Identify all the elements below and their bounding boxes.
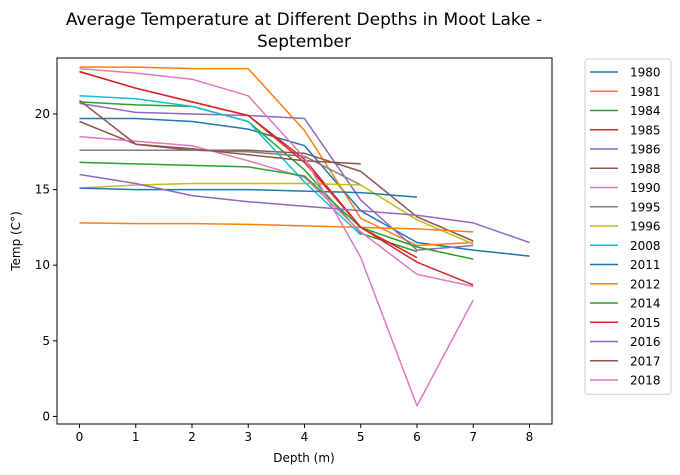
legend-label-2014: 2014 xyxy=(630,297,661,311)
series-line-1986 xyxy=(79,102,474,251)
legend-label-1981: 1981 xyxy=(630,85,661,99)
legend-label-1985: 1985 xyxy=(630,123,661,137)
legend-label-1990: 1990 xyxy=(630,181,661,195)
y-tick-label: 20 xyxy=(35,107,50,121)
x-axis: 0 1 2 3 4 5 6 7 8 xyxy=(76,424,534,444)
legend-label-1986: 1986 xyxy=(630,143,661,157)
series-line-2017 xyxy=(79,99,361,165)
legend-label-2015: 2015 xyxy=(630,316,661,330)
legend-label-2012: 2012 xyxy=(630,277,661,291)
series-line-2016 xyxy=(79,173,530,244)
y-tick-label: 5 xyxy=(42,334,50,348)
y-tick-label: 0 xyxy=(42,409,50,423)
x-tick-label: 1 xyxy=(132,430,140,444)
plot-lines xyxy=(79,66,530,407)
x-tick-label: 7 xyxy=(469,430,477,444)
legend-label-2008: 2008 xyxy=(630,239,661,253)
legend-frame xyxy=(584,58,672,395)
x-tick-label: 5 xyxy=(357,430,365,444)
series-line-2015 xyxy=(79,70,474,286)
legend-label-1995: 1995 xyxy=(630,200,661,214)
y-tick-label: 10 xyxy=(35,258,50,272)
series-line-2018 xyxy=(79,67,474,407)
y-tick-label: 15 xyxy=(35,183,50,197)
y-axis: 0 5 10 15 20 xyxy=(35,107,57,423)
legend: 1980 1981 1984 1985 1986 1988 1990 1995 1996 2008… xyxy=(584,58,672,395)
chart-title-line2: September xyxy=(257,32,351,52)
x-axis-label: Depth (m) xyxy=(273,451,334,465)
legend-label-1984: 1984 xyxy=(630,104,661,118)
series-line-1990 xyxy=(79,135,474,288)
x-tick-label: 4 xyxy=(301,430,309,444)
legend-label-1980: 1980 xyxy=(630,66,661,80)
x-tick-label: 8 xyxy=(526,430,534,444)
legend-label-1988: 1988 xyxy=(630,162,661,176)
chart-title-line1: Average Temperature at Different Depths … xyxy=(66,10,542,30)
legend-label-2017: 2017 xyxy=(630,354,661,368)
legend-label-1996: 1996 xyxy=(630,220,661,234)
legend-label-2018: 2018 xyxy=(630,374,661,388)
legend-label-2011: 2011 xyxy=(630,258,661,272)
series-line-2011 xyxy=(79,187,418,198)
series-line-2014 xyxy=(79,161,474,260)
x-tick-label: 2 xyxy=(188,430,196,444)
y-axis-label: Temp (C°) xyxy=(9,211,23,272)
x-tick-label: 6 xyxy=(413,430,421,444)
x-tick-label: 0 xyxy=(76,430,84,444)
legend-label-2016: 2016 xyxy=(630,335,661,349)
series-line-2012 xyxy=(79,222,474,233)
x-tick-label: 3 xyxy=(244,430,252,444)
